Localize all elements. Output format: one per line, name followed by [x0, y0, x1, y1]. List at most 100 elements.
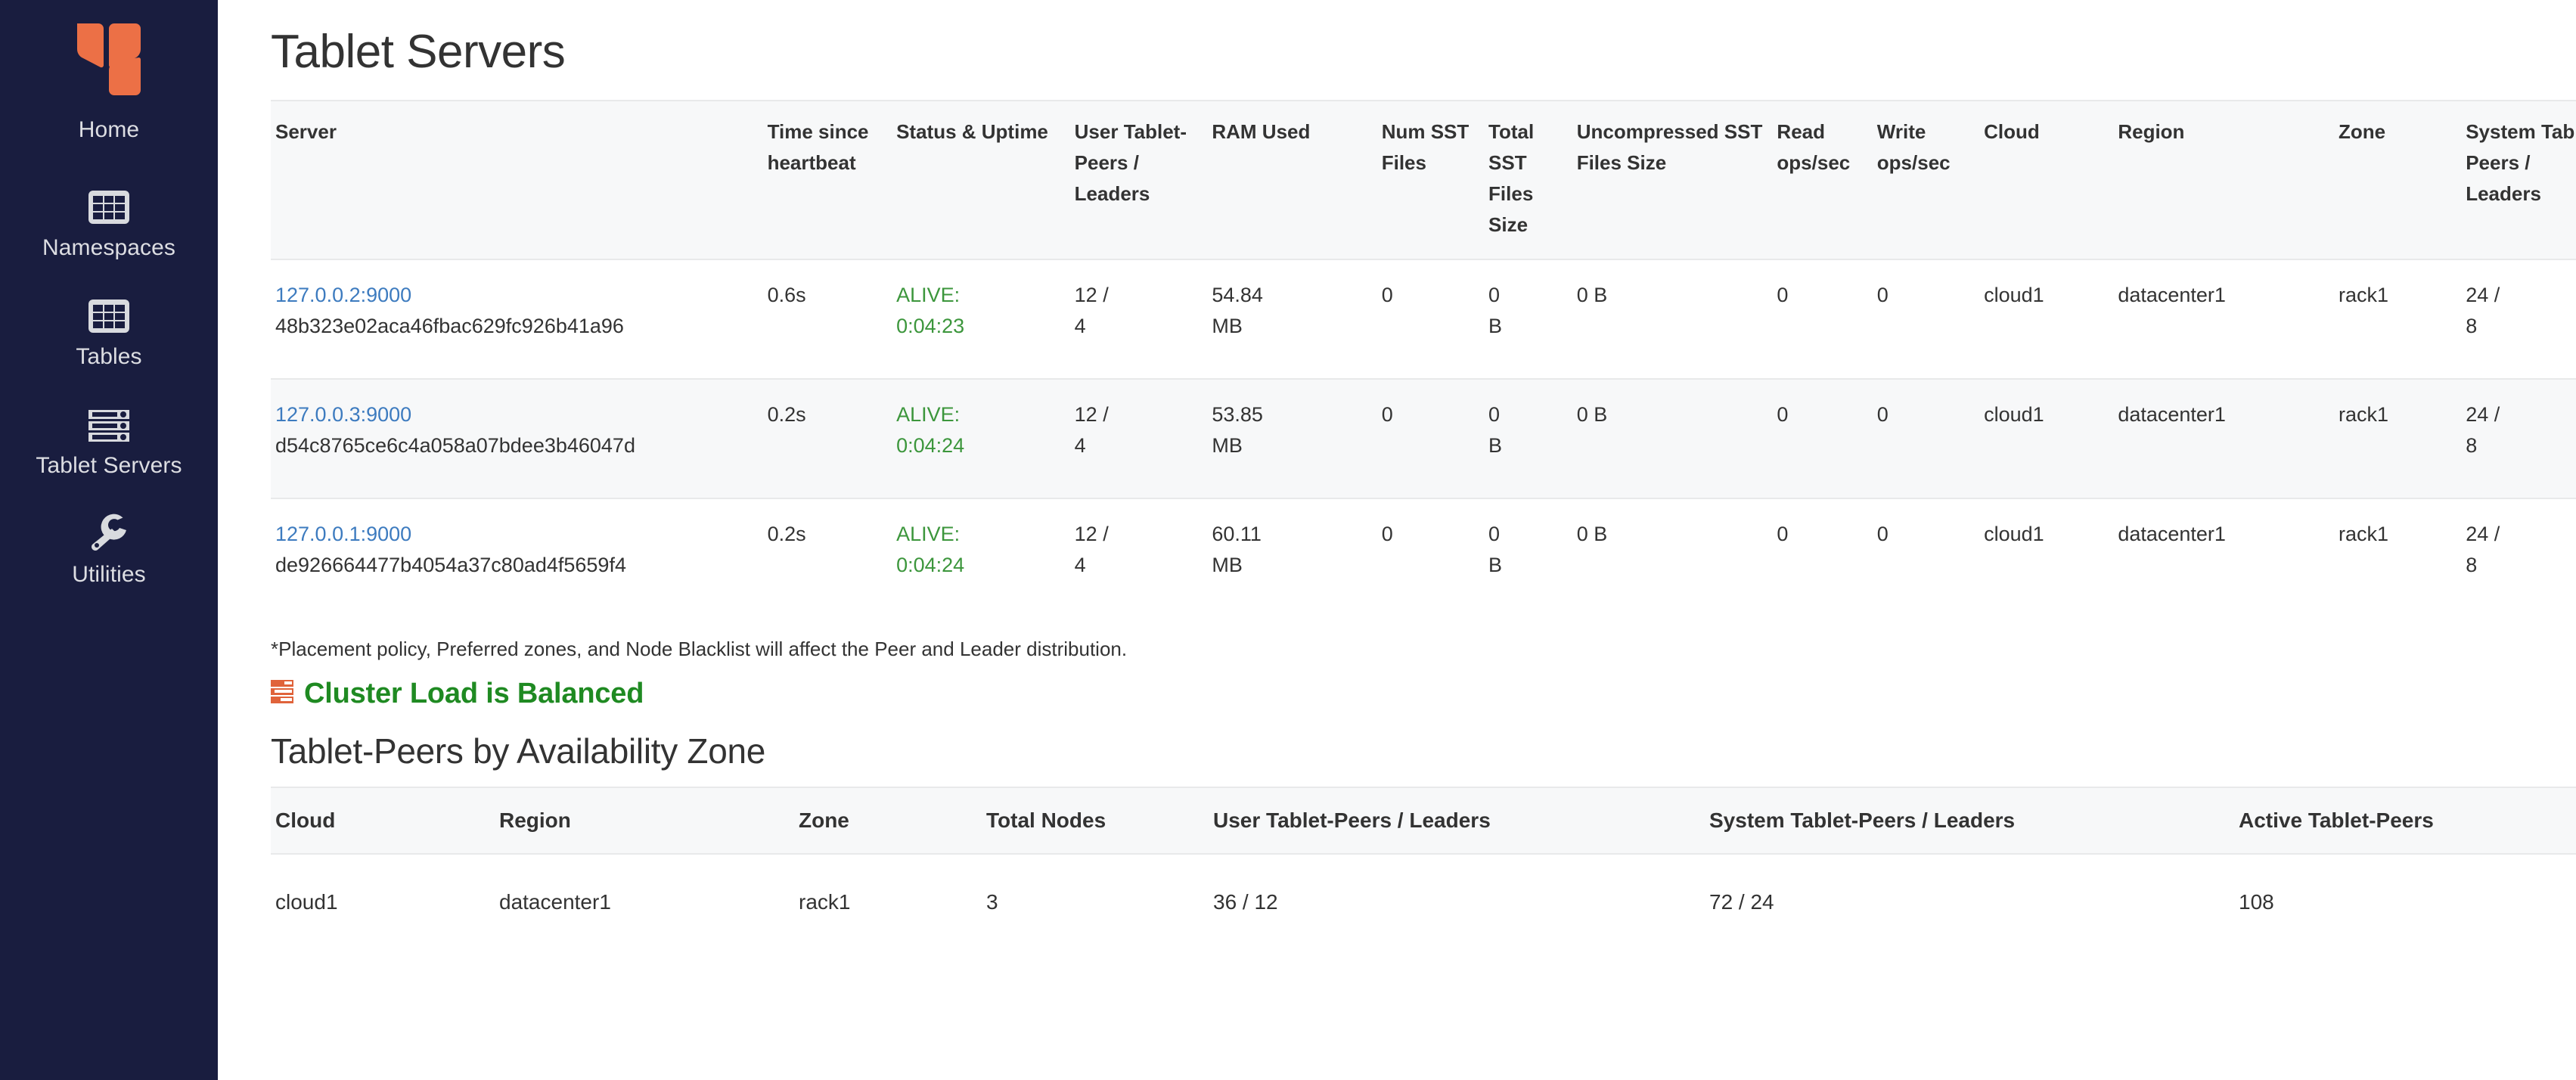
status-badge: ALIVE:: [896, 403, 961, 426]
server-link[interactable]: 127.0.0.3:9000: [275, 403, 412, 426]
uptime-value: 0:04:23: [896, 315, 965, 337]
cell-uncompressed-sst-size: 0 B: [1576, 523, 1608, 545]
total-sst-size-value: 0: [1488, 523, 1501, 545]
cell-cloud: cloud1: [1979, 259, 2114, 380]
col-time-since-heartbeat[interactable]: Time since heartbeat: [762, 100, 892, 260]
status-badge: ALIVE:: [896, 523, 961, 545]
ram-used-value: 60.11: [1212, 523, 1262, 545]
sidebar-item-utilities[interactable]: Utilities: [0, 510, 218, 588]
zone-col-user-tablet-peers-leaders[interactable]: User Tablet-Peers / Leaders: [1209, 787, 1705, 855]
cell-num-sst-files: 0: [1376, 379, 1485, 499]
cell-zone: rack1: [2338, 523, 2388, 545]
zone-cell-system-peers-leaders: 72 / 24: [1709, 890, 1774, 914]
ram-used-value: 53.85: [1212, 403, 1263, 426]
server-uuid: d54c8765ce6c4a058a07bdee3b46047d: [275, 434, 635, 457]
col-user-tablet-peers-leaders[interactable]: User Tablet-Peers / Leaders: [1069, 100, 1208, 260]
system-peers-value: 24 /: [2466, 284, 2500, 306]
cell-user-peers: 12 / 4: [1069, 379, 1208, 499]
sidebar-item-label-namespaces: Namespaces: [42, 235, 176, 260]
sidebar-item-label-tablet-servers: Tablet Servers: [36, 453, 182, 478]
system-leaders-value: 8: [2466, 315, 2478, 337]
col-status-uptime[interactable]: Status & Uptime: [892, 100, 1070, 260]
cell-write-ops: 0: [1876, 523, 1889, 545]
grid-table-icon: [87, 292, 131, 340]
user-peers-value: 12 /: [1074, 403, 1109, 426]
cell-region: datacenter1: [2113, 259, 2334, 380]
cell-status: ALIVE: 0:04:23: [892, 259, 1070, 380]
col-zone[interactable]: Zone: [2333, 100, 2462, 260]
total-sst-size-unit: B: [1488, 434, 1503, 457]
system-leaders-value: 8: [2466, 434, 2478, 457]
uptime-value: 0:04:24: [896, 434, 965, 457]
user-leaders-value: 4: [1074, 434, 1086, 457]
user-leaders-value: 4: [1074, 554, 1086, 576]
cell-cloud: cloud1: [1984, 523, 2044, 545]
col-write-ops-sec[interactable]: Write ops/sec: [1872, 100, 1980, 260]
sidebar-item-tablet-servers[interactable]: Tablet Servers: [0, 401, 218, 479]
col-num-sst-files[interactable]: Num SST Files: [1376, 100, 1485, 260]
cell-num-sst-files: 0: [1376, 259, 1485, 380]
col-read-ops-sec[interactable]: Read ops/sec: [1772, 100, 1873, 260]
user-leaders-value: 4: [1074, 315, 1086, 337]
zone-col-system-tablet-peers-leaders[interactable]: System Tablet-Peers / Leaders: [1705, 787, 2234, 855]
cell-uncompressed-sst-size: 0 B: [1572, 379, 1773, 499]
system-peers-value: 24 /: [2466, 523, 2500, 545]
sidebar-item-label-utilities: Utilities: [72, 562, 146, 587]
wrench-icon: [87, 510, 131, 558]
col-server[interactable]: Server: [271, 100, 763, 260]
zone-col-total-nodes[interactable]: Total Nodes: [982, 787, 1209, 855]
col-system-tablet-peers-leaders[interactable]: System Tablet-Peers / Leaders: [2461, 100, 2576, 260]
total-sst-size-unit: B: [1488, 554, 1503, 576]
col-region[interactable]: Region: [2113, 100, 2334, 260]
table-row: cloud1 datacenter1 rack1 3 36 / 12 72 / …: [271, 854, 2576, 948]
zone-col-zone[interactable]: Zone: [794, 787, 982, 855]
sidebar-item-namespaces[interactable]: Namespaces: [0, 183, 218, 262]
cell-system-peers: 24 / 8: [2461, 379, 2576, 499]
server-link[interactable]: 127.0.0.2:9000: [275, 284, 412, 306]
zone-col-active-tablet-peers[interactable]: Active Tablet-Peers: [2234, 787, 2576, 855]
sidebar-item-tables[interactable]: Tables: [0, 292, 218, 371]
cell-region: datacenter1: [2118, 523, 2226, 545]
table-header-row: Cloud Region Zone Total Nodes User Table…: [271, 787, 2576, 855]
total-sst-size-value: 0: [1488, 284, 1501, 306]
server-rack-icon: [87, 401, 131, 449]
cell-zone: rack1: [2333, 379, 2462, 499]
cell-num-sst-files: 0: [1381, 523, 1393, 545]
cell-user-peers: 12 / 4: [1070, 498, 1208, 617]
status-badge: ALIVE:: [896, 284, 961, 306]
server-stack-icon: [271, 679, 293, 709]
tablet-peers-by-zone-table: Cloud Region Zone Total Nodes User Table…: [271, 787, 2576, 948]
col-total-sst-files-size[interactable]: Total SST Files Size: [1484, 100, 1572, 260]
system-leaders-value: 8: [2466, 554, 2478, 576]
cell-system-peers: 24 / 8: [2461, 259, 2576, 380]
cell-total-sst-size: 0 B: [1484, 379, 1572, 499]
user-peers-value: 12 /: [1074, 523, 1109, 545]
col-ram-used[interactable]: RAM Used: [1207, 100, 1377, 260]
system-peers-value: 24 /: [2466, 403, 2500, 426]
zone-cell-active-peers: 108: [2239, 890, 2274, 914]
cell-heartbeat: 0.6s: [762, 259, 892, 380]
cell-status: ALIVE: 0:04:24: [892, 498, 1070, 617]
grid-table-icon: [87, 183, 131, 231]
zone-cell-total-nodes: 3: [986, 890, 998, 914]
col-uncompressed-sst-files-size[interactable]: Uncompressed SST Files Size: [1572, 100, 1773, 260]
table-header-row: Server Time since heartbeat Status & Upt…: [271, 100, 2576, 260]
col-cloud[interactable]: Cloud: [1979, 100, 2114, 260]
server-uuid: de926664477b4054a37c80ad4f5659f4: [275, 554, 626, 576]
zone-col-region[interactable]: Region: [495, 787, 794, 855]
cell-uncompressed-sst-size: 0 B: [1572, 259, 1773, 380]
sidebar: Home Namespaces: [0, 0, 218, 1080]
cell-user-peers: 12 / 4: [1069, 259, 1208, 380]
cell-heartbeat: 0.2s: [767, 523, 806, 545]
cell-write-ops: 0: [1872, 259, 1980, 380]
cell-ram-used: 53.85 MB: [1207, 379, 1377, 499]
sidebar-item-home[interactable]: Home: [0, 113, 218, 144]
cell-server: 127.0.0.2:9000 48b323e02aca46fbac629fc92…: [271, 259, 763, 380]
cell-read-ops: 0: [1772, 259, 1873, 380]
ram-used-value: 54.84: [1212, 284, 1263, 306]
yugabyte-logo[interactable]: [67, 11, 151, 109]
server-link[interactable]: 127.0.0.1:9000: [275, 523, 412, 545]
server-uuid: 48b323e02aca46fbac629fc926b41a96: [275, 315, 624, 337]
zone-col-cloud[interactable]: Cloud: [271, 787, 495, 855]
